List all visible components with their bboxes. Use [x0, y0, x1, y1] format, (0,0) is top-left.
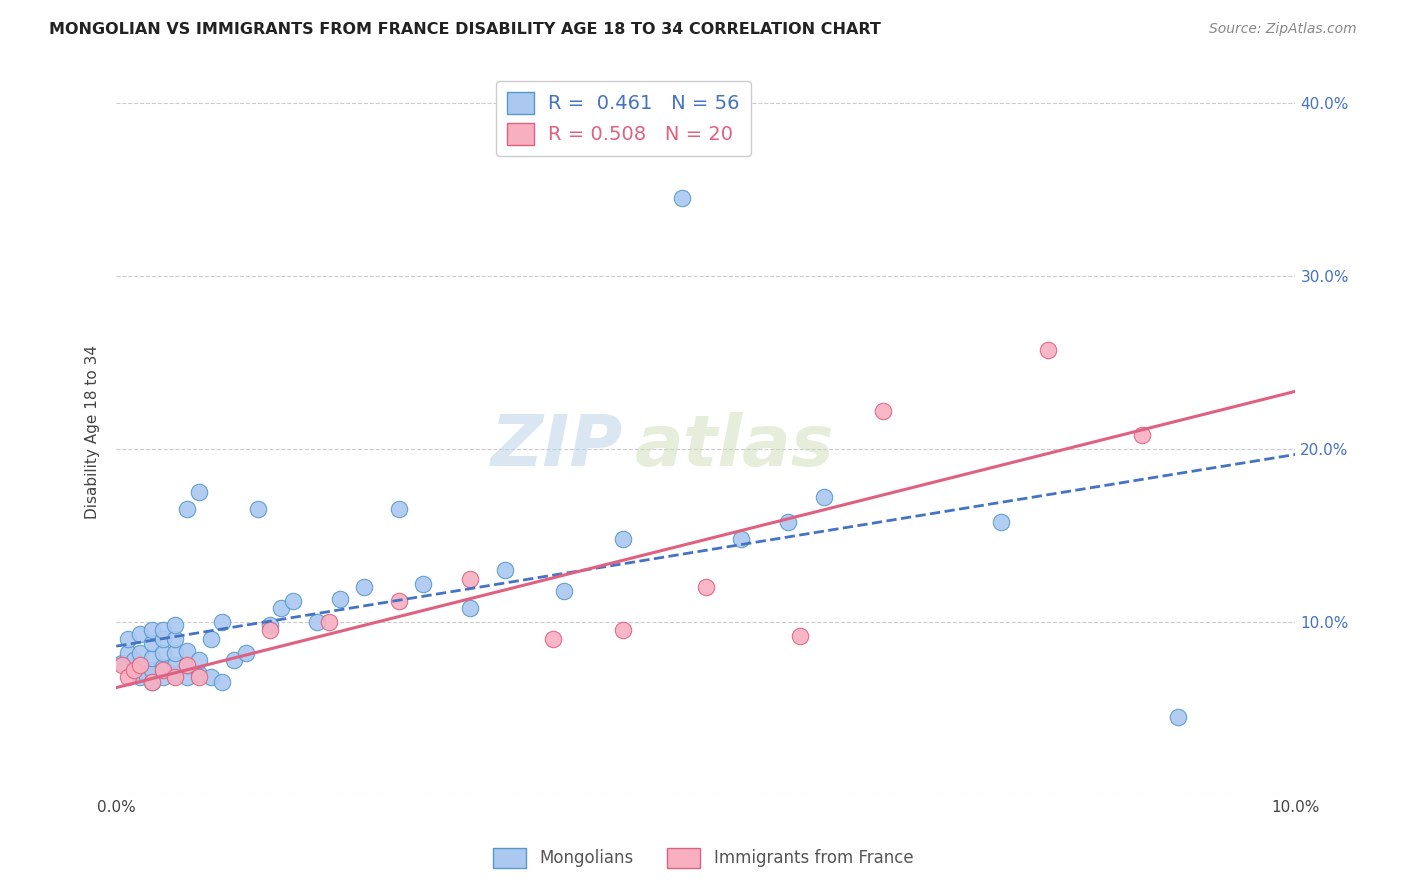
Point: [117, 632, 139, 646]
Point: [671, 191, 693, 205]
Point: [128, 646, 150, 660]
Point: [246, 502, 269, 516]
Point: [612, 624, 634, 638]
Point: [122, 663, 145, 677]
Point: [458, 601, 481, 615]
Point: [187, 666, 209, 681]
Point: [117, 670, 139, 684]
Point: [176, 658, 198, 673]
Point: [1130, 428, 1153, 442]
Point: [141, 624, 163, 638]
Point: [141, 675, 163, 690]
Point: [388, 502, 411, 516]
Point: [176, 644, 198, 658]
Point: [176, 502, 198, 516]
Text: Source: ZipAtlas.com: Source: ZipAtlas.com: [1209, 22, 1357, 37]
Point: [990, 515, 1012, 529]
Point: [211, 675, 233, 690]
Point: [128, 670, 150, 684]
Point: [165, 670, 187, 684]
Point: [778, 515, 800, 529]
Point: [813, 491, 835, 505]
Y-axis label: Disability Age 18 to 34: Disability Age 18 to 34: [86, 344, 100, 518]
Point: [1036, 343, 1059, 358]
Point: [176, 658, 198, 673]
Point: [165, 632, 187, 646]
Point: [141, 675, 163, 690]
Point: [141, 651, 163, 665]
Point: [141, 635, 163, 649]
Point: [353, 580, 375, 594]
Point: [122, 653, 145, 667]
Point: [259, 624, 281, 638]
Point: [128, 627, 150, 641]
Text: MONGOLIAN VS IMMIGRANTS FROM FRANCE DISABILITY AGE 18 TO 34 CORRELATION CHART: MONGOLIAN VS IMMIGRANTS FROM FRANCE DISA…: [49, 22, 882, 37]
Point: [281, 594, 304, 608]
Point: [553, 583, 575, 598]
Point: [152, 659, 174, 673]
Point: [152, 663, 174, 677]
Point: [152, 670, 174, 684]
Point: [111, 658, 134, 673]
Legend: Mongolians, Immigrants from France: Mongolians, Immigrants from France: [486, 841, 920, 875]
Point: [612, 532, 634, 546]
Point: [1167, 710, 1189, 724]
Point: [152, 646, 174, 660]
Point: [730, 532, 752, 546]
Point: [187, 670, 209, 684]
Point: [165, 658, 187, 673]
Point: [152, 632, 174, 646]
Point: [789, 629, 811, 643]
Point: [165, 646, 187, 660]
Point: [187, 485, 209, 500]
Point: [305, 615, 328, 629]
Point: [224, 653, 246, 667]
Point: [270, 601, 292, 615]
Point: [872, 404, 894, 418]
Point: [695, 580, 717, 594]
Point: [128, 658, 150, 673]
Point: [259, 618, 281, 632]
Point: [494, 563, 516, 577]
Point: [135, 666, 157, 681]
Point: [412, 576, 434, 591]
Point: [211, 615, 233, 629]
Point: [117, 646, 139, 660]
Point: [128, 658, 150, 673]
Point: [388, 594, 411, 608]
Point: [458, 572, 481, 586]
Point: [200, 632, 222, 646]
Point: [141, 663, 163, 677]
Point: [318, 615, 340, 629]
Point: [165, 666, 187, 681]
Legend: R =  0.461   N = 56, R = 0.508   N = 20: R = 0.461 N = 56, R = 0.508 N = 20: [496, 81, 751, 156]
Point: [200, 670, 222, 684]
Point: [152, 624, 174, 638]
Point: [176, 670, 198, 684]
Point: [235, 646, 257, 660]
Point: [111, 657, 134, 671]
Point: [329, 592, 352, 607]
Point: [165, 618, 187, 632]
Text: atlas: atlas: [636, 411, 835, 481]
Point: [187, 653, 209, 667]
Text: ZIP: ZIP: [491, 411, 623, 481]
Point: [541, 632, 564, 646]
